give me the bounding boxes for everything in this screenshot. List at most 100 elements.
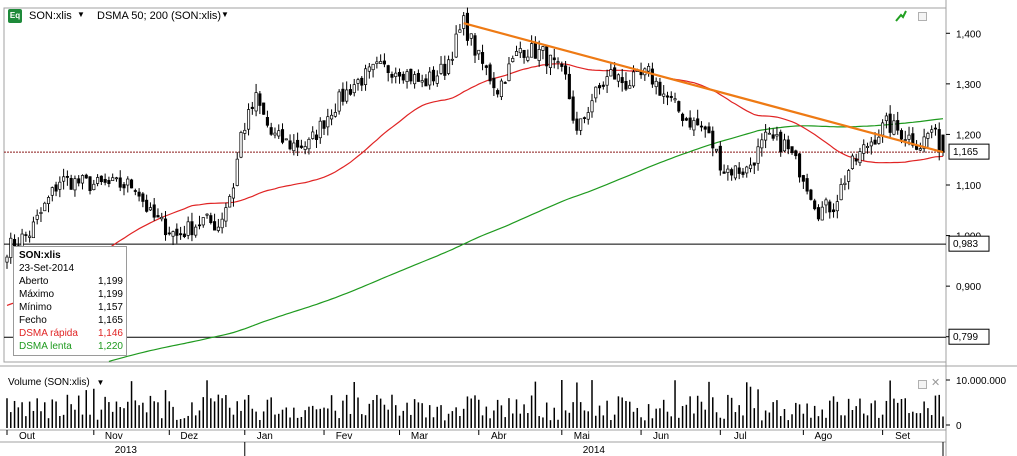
- x-tick-label: Ago: [814, 431, 832, 442]
- candle: [375, 56, 379, 69]
- candle: [647, 63, 651, 77]
- x-tick-label: Mar: [411, 431, 429, 442]
- candle: [141, 192, 145, 208]
- candle: [337, 89, 341, 115]
- candle: [197, 215, 202, 230]
- candle: [571, 90, 575, 124]
- candle: [469, 33, 473, 46]
- candle: [881, 119, 885, 143]
- candle: [171, 230, 175, 246]
- candle: [224, 202, 228, 228]
- candle: [658, 77, 662, 96]
- candle: [616, 73, 620, 88]
- candle: [363, 64, 368, 91]
- candle: [805, 173, 809, 195]
- candle: [847, 168, 851, 190]
- candle: [756, 138, 760, 171]
- candle: [537, 40, 541, 67]
- candle: [322, 120, 326, 135]
- candle: [39, 207, 43, 223]
- candle: [126, 176, 130, 193]
- candle: [692, 117, 696, 136]
- candle: [926, 131, 930, 147]
- candle: [786, 135, 790, 155]
- candle: [326, 108, 330, 136]
- candle: [175, 223, 179, 244]
- candle: [205, 213, 209, 219]
- candle: [526, 49, 530, 63]
- candle: [718, 141, 722, 176]
- candle: [511, 55, 515, 63]
- candle: [107, 176, 111, 188]
- candle: [665, 91, 670, 106]
- candle: [314, 129, 319, 148]
- candle: [58, 176, 62, 198]
- candle: [371, 63, 375, 78]
- candle: [552, 48, 556, 69]
- candle: [714, 148, 719, 154]
- data-legend: SON:xlis 23-Set-2014 Aberto 1,199 Máximo 1,…: [13, 246, 127, 356]
- candle: [703, 125, 707, 138]
- candle: [77, 175, 81, 187]
- candle: [707, 122, 711, 134]
- trendline[interactable]: [463, 22, 944, 154]
- candle: [243, 122, 247, 140]
- candle: [220, 212, 224, 234]
- candle: [54, 181, 58, 197]
- volume-title-label: Volume (SON:xlis): [8, 377, 90, 388]
- volume-dropdown-icon[interactable]: ▼: [96, 378, 105, 387]
- candle: [507, 56, 511, 82]
- candle: [99, 175, 103, 186]
- candle: [5, 254, 9, 269]
- legend-row-value: 1,199: [97, 289, 123, 300]
- candle: [684, 116, 688, 122]
- candle: [356, 77, 360, 91]
- legend-row-value: 1,199: [97, 276, 123, 287]
- candle: [394, 67, 398, 84]
- candle: [726, 165, 730, 181]
- candle: [413, 71, 417, 89]
- candle: [186, 216, 190, 240]
- legend-row-label: DSMA rápida: [19, 328, 78, 339]
- candle: [888, 105, 892, 139]
- candle: [428, 67, 432, 90]
- candle: [46, 195, 51, 213]
- candle: [813, 198, 817, 211]
- candle: [145, 194, 149, 213]
- candle: [62, 168, 66, 190]
- candle: [688, 110, 692, 130]
- candle: [288, 134, 292, 151]
- legend-row-label: Aberto: [19, 276, 49, 287]
- price-marker: 0,799: [948, 328, 990, 345]
- candle: [816, 204, 821, 222]
- candle: [518, 41, 522, 59]
- candle: [454, 25, 458, 58]
- candle: [24, 231, 28, 242]
- symbol-dropdown-icon[interactable]: ▼: [77, 10, 85, 19]
- candle: [564, 60, 568, 80]
- x-tick-label: Set: [895, 431, 910, 442]
- volume-maximize-icon[interactable]: [918, 380, 927, 389]
- candle: [118, 170, 122, 192]
- candle: [752, 162, 756, 174]
- candle: [231, 183, 236, 207]
- candle: [348, 84, 353, 96]
- indicator-dropdown-icon[interactable]: ▼: [221, 10, 229, 19]
- indicator-selector[interactable]: DSMA 50; 200 (SON:xlis): [97, 10, 222, 22]
- trend-tool-icon[interactable]: [895, 10, 907, 22]
- x-tick-label: Mai: [574, 431, 590, 442]
- candle: [677, 100, 681, 114]
- volume-close-icon[interactable]: ✕: [931, 377, 941, 389]
- candle: [386, 64, 390, 82]
- symbol-selector[interactable]: SON:xlis: [29, 10, 72, 22]
- y-tick-label: 1,400: [956, 29, 981, 40]
- candle: [122, 181, 126, 196]
- chart-toolbar: Eq SON:xlis ▼ DSMA 50; 200 (SON:xlis) ▼: [0, 0, 946, 30]
- x-tick-label: Fev: [336, 431, 353, 442]
- candle: [254, 83, 258, 117]
- candle: [590, 93, 594, 118]
- maximize-panel-icon[interactable]: [918, 12, 927, 21]
- candle: [80, 174, 85, 190]
- candle: [262, 102, 266, 115]
